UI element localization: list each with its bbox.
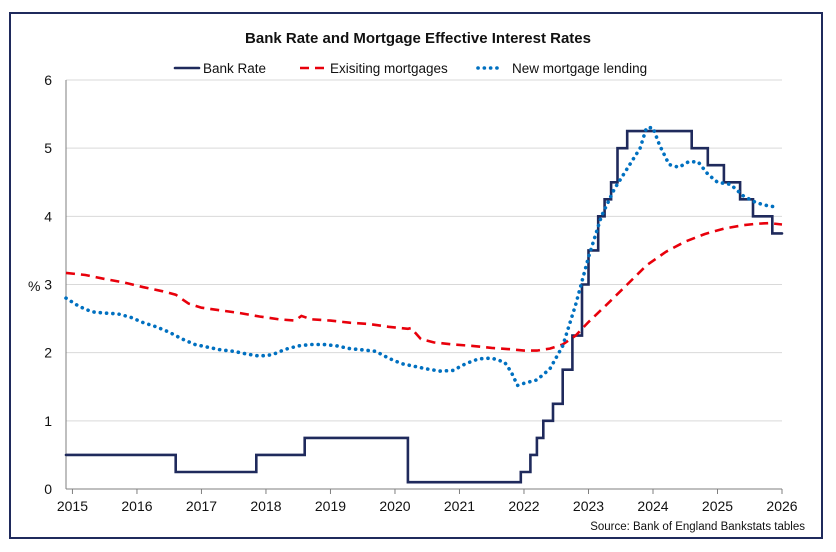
y-tick-label: 3 [44,277,52,293]
y-axis-ticks: 0 1 2 3 4 5 6 [44,72,52,497]
legend-label-1: Exisiting mortgages [330,61,448,76]
x-tick-label: 2016 [121,498,152,514]
y-axis-label: % [28,278,40,294]
x-tick-label: 2026 [766,498,797,514]
legend: Bank Rate Exisiting mortgages New mortgage… [173,61,647,76]
series-line-0 [64,129,784,484]
y-tick-label: 0 [44,481,52,497]
series-line-2 [64,125,778,388]
chart-title: Bank Rate and Mortgage Effective Interes… [245,30,591,47]
gridlines [65,79,782,490]
legend-label-0: Bank Rate [203,61,266,76]
x-axis-ticks: 2015 2016 2017 2018 2019 2020 2021 2022 2023 2024… [57,489,798,514]
chart-frame [9,12,823,539]
y-tick-label: 6 [44,72,52,88]
x-tick-label: 2024 [637,498,668,514]
y-tick-label: 4 [44,208,52,224]
x-tick-label: 2021 [444,498,475,514]
x-tick-label: 2018 [250,498,281,514]
source-note: Source: Bank of England Bankstats tables [590,521,805,533]
y-tick-label: 1 [44,413,52,429]
x-tick-label: 2019 [315,498,346,514]
x-tick-label: 2023 [573,498,604,514]
series-line-1 [65,221,783,352]
x-tick-label: 2015 [57,498,88,514]
x-tick-label: 2020 [379,498,410,514]
x-tick-label: 2025 [702,498,733,514]
x-tick-label: 2017 [186,498,217,514]
y-tick-label: 5 [44,140,52,156]
y-tick-label: 2 [44,345,52,361]
legend-label-2: New mortgage lending [512,61,647,76]
x-tick-label: 2022 [508,498,539,514]
series-lines [64,125,784,484]
